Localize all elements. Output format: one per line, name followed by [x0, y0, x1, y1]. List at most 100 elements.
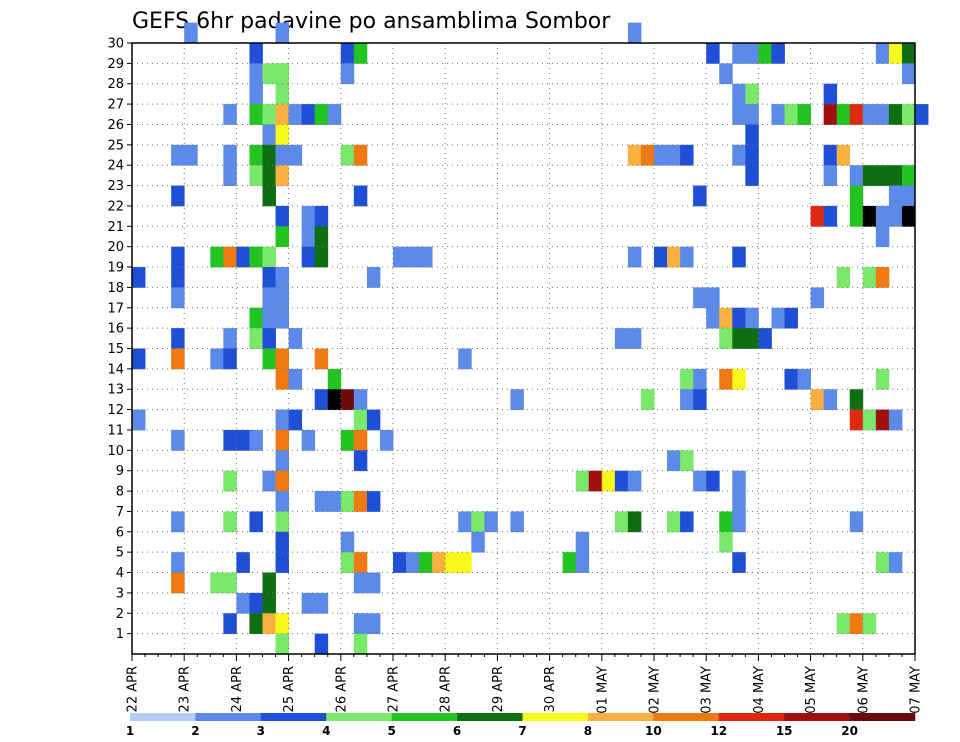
y-tick-label: 28 — [107, 77, 124, 92]
heatmap-cell — [706, 287, 720, 309]
heatmap-cell — [901, 104, 916, 125]
heatmap-cell — [327, 368, 342, 390]
y-tick-label: 21 — [107, 220, 124, 235]
heatmap-cell — [275, 491, 289, 512]
colorbar-segment — [587, 713, 654, 721]
heatmap-cell — [353, 144, 368, 166]
heatmap-cell — [823, 389, 838, 410]
heatmap-cell — [327, 491, 342, 512]
x-tick-label: 24 APR — [230, 666, 245, 712]
heatmap-cell — [575, 470, 590, 492]
y-tick-label: 16 — [107, 322, 124, 337]
heatmap-cell — [575, 552, 590, 573]
y-tick-label: 4 — [116, 566, 124, 581]
colorbar-segment — [260, 713, 327, 721]
y-tick-label: 29 — [107, 57, 124, 72]
heatmap-cell — [262, 124, 276, 146]
heatmap-cell — [510, 511, 524, 533]
x-tick-label: 07 MAY — [909, 666, 924, 714]
heatmap-cell — [810, 205, 825, 227]
x-tick-label: 04 MAY — [752, 666, 767, 714]
heatmap-cell — [314, 226, 329, 248]
heatmap-cell — [275, 409, 289, 431]
heatmap-cell — [901, 165, 916, 186]
heatmap-cell — [366, 613, 381, 635]
heatmap-cell — [314, 491, 329, 512]
heatmap-cell — [275, 267, 289, 288]
heatmap-cell — [327, 104, 342, 125]
heatmap-cell — [875, 409, 890, 431]
heatmap-cell — [275, 368, 289, 390]
heatmap-cell — [732, 104, 746, 125]
heatmap-cell — [340, 43, 355, 64]
heatmap-cell — [627, 511, 642, 533]
heatmap-cell — [353, 633, 368, 655]
heatmap-cell — [836, 104, 851, 125]
heatmap-cell — [366, 409, 381, 431]
heatmap-cell — [353, 572, 368, 594]
heatmap-cell — [810, 389, 825, 410]
y-tick-label: 19 — [107, 261, 124, 276]
heatmap-cell — [262, 287, 276, 309]
heatmap-cell — [640, 144, 655, 166]
heatmap-cell — [445, 552, 459, 573]
colorbar-label: 20 — [841, 724, 858, 738]
colorbar-segment — [391, 713, 458, 721]
heatmap-cell — [640, 389, 655, 410]
y-tick-label: 24 — [107, 159, 124, 174]
heatmap-cell — [275, 83, 289, 105]
y-axis-ticks: 1234567891011121314151617181920212223242… — [107, 37, 132, 642]
heatmap-cell — [732, 511, 746, 533]
heatmap-cell — [366, 572, 381, 594]
heatmap-cell — [745, 83, 759, 105]
heatmap-cell — [719, 531, 733, 553]
colorbar-segment — [522, 713, 589, 721]
heatmap-cell — [680, 144, 694, 166]
heatmap-cell — [667, 450, 681, 472]
heatmap-cell — [458, 511, 472, 533]
heatmap-cell — [419, 552, 433, 573]
heatmap-cell — [249, 592, 263, 614]
heatmap-cell — [171, 328, 185, 349]
heatmap-cell — [849, 104, 864, 125]
heatmap-cell — [353, 409, 368, 431]
colorbar-segment — [326, 713, 392, 721]
heatmap-cell — [366, 267, 381, 288]
heatmap-cell — [171, 185, 185, 207]
heatmap-cell — [393, 552, 407, 573]
heatmap-cell — [275, 307, 289, 329]
heatmap-cell — [693, 389, 707, 410]
heatmap-cell — [262, 613, 276, 635]
heatmap-cell — [823, 165, 838, 186]
heatmap-cell — [249, 144, 263, 166]
y-tick-label: 22 — [107, 199, 124, 214]
heatmap-cell — [223, 165, 237, 186]
heatmap-cell — [262, 267, 276, 288]
y-tick-label: 14 — [107, 362, 124, 377]
heatmap-cell — [823, 83, 838, 105]
heatmap-cell — [262, 246, 276, 268]
heatmap-cell — [301, 205, 316, 227]
heatmap-cell — [836, 144, 851, 166]
heatmap-cell — [223, 429, 237, 451]
y-tick-label: 15 — [107, 342, 124, 357]
y-tick-label: 5 — [116, 546, 124, 561]
heatmap-cell — [849, 389, 864, 410]
heatmap-cell — [836, 267, 851, 288]
colorbar-segment — [784, 713, 850, 721]
heatmap-cell — [915, 104, 929, 125]
heatmap-cell — [745, 307, 759, 329]
heatmap-cell — [784, 104, 798, 125]
heatmap-cell — [171, 572, 185, 594]
heatmap-cell — [654, 246, 668, 268]
heatmap-cell — [406, 552, 420, 573]
heatmap-cell — [314, 348, 329, 370]
heatmap-cell — [771, 43, 785, 64]
heatmap-cell — [132, 409, 146, 431]
heatmap-cell — [719, 307, 733, 329]
heatmap-cell — [627, 144, 642, 166]
heatmap-cell — [745, 328, 759, 349]
heatmap-cell — [823, 144, 838, 166]
y-tick-label: 17 — [107, 301, 124, 316]
heatmap-cell — [340, 531, 355, 553]
